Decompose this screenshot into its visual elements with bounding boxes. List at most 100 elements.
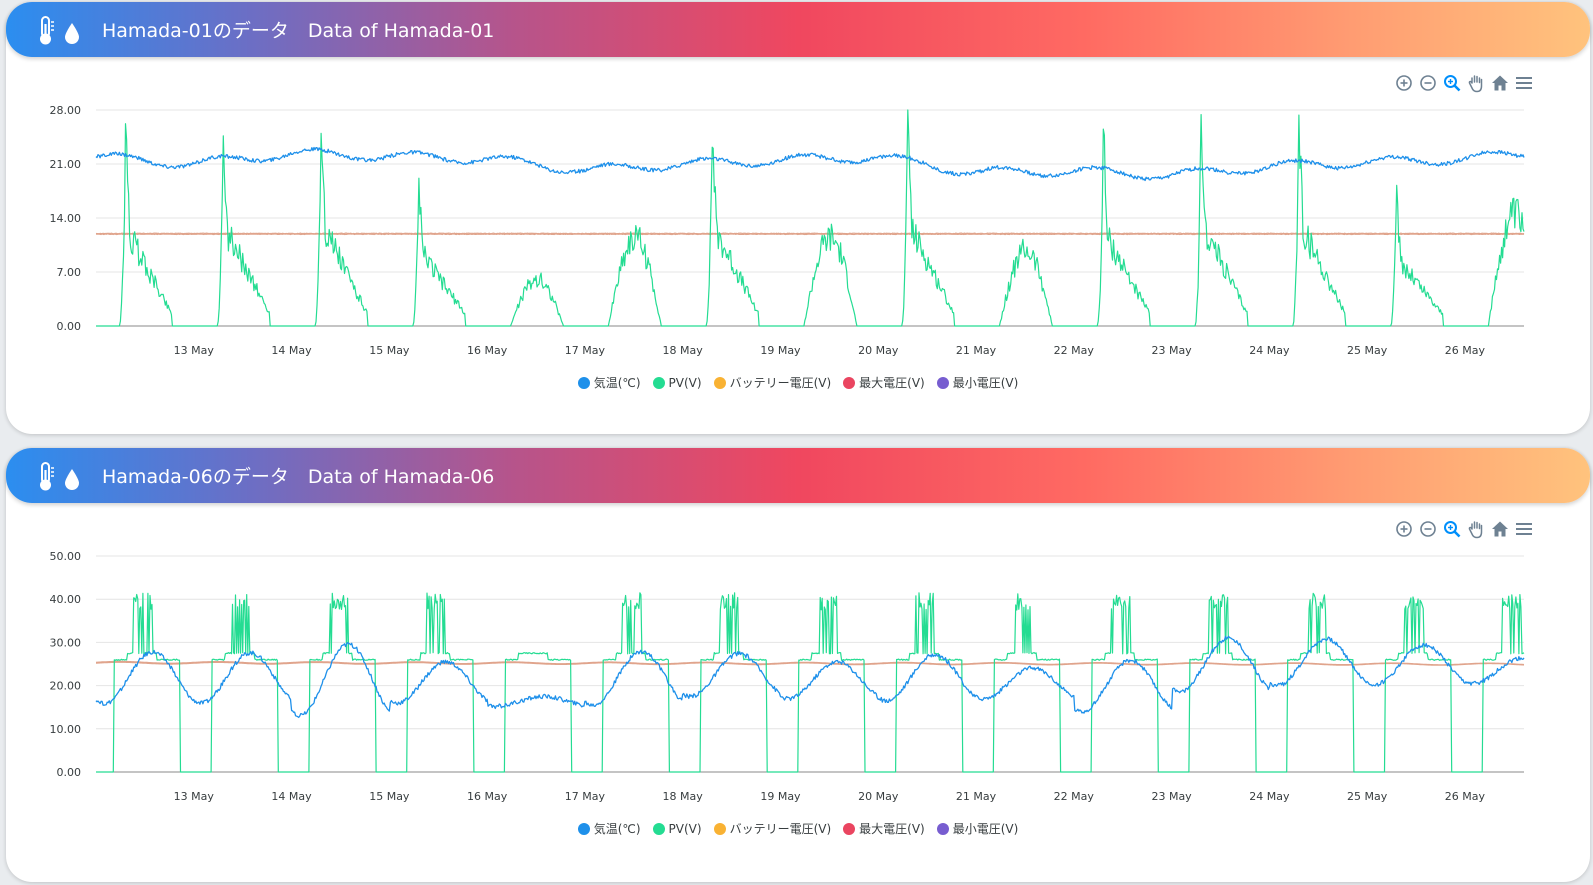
pan-hand-button[interactable] (1465, 72, 1486, 93)
legend-item-battery[interactable]: バッテリー電圧(V) (713, 820, 831, 837)
legend-label: 気温(℃) (593, 822, 641, 836)
x-tick-label: 14 May (271, 344, 312, 357)
zoom-in-icon (1395, 520, 1412, 537)
x-tick-label: 19 May (760, 790, 801, 803)
x-tick-label: 18 May (663, 790, 704, 803)
card-title: Hamada-06のデータ Data of Hamada-06 (102, 466, 495, 488)
home-reset-button[interactable] (1489, 518, 1510, 539)
legend-item-min[interactable]: 最小電圧(V) (936, 820, 1019, 837)
line-chart: 0.00 10.00 20.00 30.00 40.00 50.00 13 May 14 Ma… (50, 550, 1525, 803)
pan-hand-icon (1468, 520, 1482, 538)
x-tick-label: 22 May (1054, 790, 1095, 803)
legend-item-max[interactable]: 最大電圧(V) (843, 820, 925, 837)
x-tick-label: 17 May (565, 344, 606, 357)
x-tick-label: 13 May (174, 790, 215, 803)
legend-label: 気温(℃) (593, 376, 641, 390)
x-tick-label: 21 May (956, 344, 997, 357)
legend-label: 最小電圧(V) (952, 822, 1019, 836)
legend-label: 最大電圧(V) (859, 822, 925, 836)
water-drop-icon (65, 469, 79, 490)
series-line-temp (95, 635, 1525, 719)
zoom-in-button[interactable] (1393, 518, 1414, 539)
legend-item-pv[interactable]: PV(V) (652, 820, 702, 837)
pan-hand-button[interactable] (1465, 518, 1486, 539)
menu-button[interactable] (1513, 518, 1534, 539)
y-tick-label: 50.00 (50, 550, 82, 563)
series-line-battery (96, 661, 1525, 666)
zoom-out-button[interactable] (1417, 72, 1438, 93)
x-tick-label: 15 May (369, 790, 410, 803)
x-tick-label: 20 May (858, 790, 899, 803)
selection-zoom-icon (1443, 520, 1460, 537)
y-tick-label: 40.00 (50, 593, 82, 606)
selection-zoom-button[interactable] (1441, 72, 1462, 93)
y-tick-label: 21.00 (50, 158, 82, 171)
zoom-in-button[interactable] (1393, 72, 1414, 93)
menu-button[interactable] (1513, 72, 1534, 93)
line-chart: 0.00 7.00 14.00 21.00 28.00 13 May 14 May 15 Ma… (50, 104, 1525, 357)
selection-zoom-icon (1443, 74, 1460, 91)
x-tick-label: 20 May (858, 344, 899, 357)
series-line-battery (95, 233, 1525, 236)
card-header: Hamada-06のデータ Data of Hamada-06 (6, 448, 1590, 503)
x-tick-label: 14 May (271, 790, 312, 803)
thermometer-icon (40, 462, 54, 491)
legend-item-temp[interactable]: 気温(℃) (577, 374, 641, 391)
series-line-temp (95, 146, 1525, 182)
y-tick-label: 0.00 (57, 320, 82, 333)
legend-marker (843, 376, 856, 389)
card-title: Hamada-01のデータ Data of Hamada-01 (102, 20, 495, 42)
chart-toolbar (1393, 518, 1534, 539)
menu-icon (1515, 76, 1532, 89)
zoom-out-button[interactable] (1417, 518, 1438, 539)
zoom-out-icon (1419, 520, 1436, 537)
x-tick-label: 15 May (369, 344, 410, 357)
legend-marker (843, 822, 856, 835)
x-tick-label: 25 May (1347, 344, 1388, 357)
selection-zoom-button[interactable] (1441, 518, 1462, 539)
x-tick-label: 25 May (1347, 790, 1388, 803)
chart-toolbar (1393, 72, 1534, 93)
y-tick-label: 10.00 (50, 723, 82, 736)
x-tick-label: 24 May (1249, 344, 1290, 357)
card-header: Hamada-01のデータ Data of Hamada-01 (6, 2, 1590, 57)
header-icons (38, 462, 98, 496)
x-tick-label: 22 May (1054, 344, 1095, 357)
x-tick-label: 13 May (174, 344, 215, 357)
pan-hand-icon (1468, 74, 1482, 92)
x-tick-label: 19 May (760, 344, 801, 357)
y-tick-label: 0.00 (57, 766, 82, 779)
legend-item-max[interactable]: 最大電圧(V) (843, 374, 925, 391)
y-tick-label: 7.00 (57, 266, 82, 279)
home-reset-button[interactable] (1489, 72, 1510, 93)
y-tick-label: 20.00 (50, 680, 82, 693)
header-icons (38, 16, 98, 50)
legend-marker (936, 822, 949, 835)
legend-item-battery[interactable]: バッテリー電圧(V) (713, 374, 832, 391)
y-tick-label: 14.00 (50, 212, 82, 225)
water-drop-icon (65, 23, 79, 44)
chart-card-hamada-01: Hamada-01のデータ Data of Hamada-01 0.00 7.00… (6, 2, 1590, 434)
home-reset-icon (1491, 75, 1508, 90)
legend-marker (652, 822, 665, 835)
y-tick-label: 28.00 (50, 104, 82, 117)
legend-marker (713, 376, 726, 389)
legend-item-temp[interactable]: 気温(℃) (577, 820, 641, 837)
home-reset-icon (1491, 521, 1508, 536)
x-tick-label: 17 May (565, 790, 606, 803)
chart-legend: 気温(℃) PV(V) バッテリー電圧(V) 最大電圧(V) 最小電圧(V) (6, 374, 1590, 391)
legend-item-min[interactable]: 最小電圧(V) (936, 374, 1018, 391)
zoom-in-icon (1395, 74, 1412, 91)
legend-label: バッテリー電圧(V) (729, 376, 832, 390)
x-tick-label: 23 May (1151, 344, 1192, 357)
x-tick-label: 26 May (1445, 344, 1486, 357)
legend-label: PV(V) (668, 821, 702, 836)
zoom-out-icon (1419, 74, 1436, 91)
menu-icon (1515, 522, 1532, 535)
chart-legend: 気温(℃) PV(V) バッテリー電圧(V) 最大電圧(V) 最小電圧(V) (6, 820, 1590, 837)
legend-marker (936, 376, 949, 389)
x-tick-label: 16 May (467, 344, 508, 357)
series-line-pv (96, 109, 1525, 327)
legend-item-pv[interactable]: PV(V) (652, 374, 702, 391)
legend-marker (577, 376, 590, 389)
